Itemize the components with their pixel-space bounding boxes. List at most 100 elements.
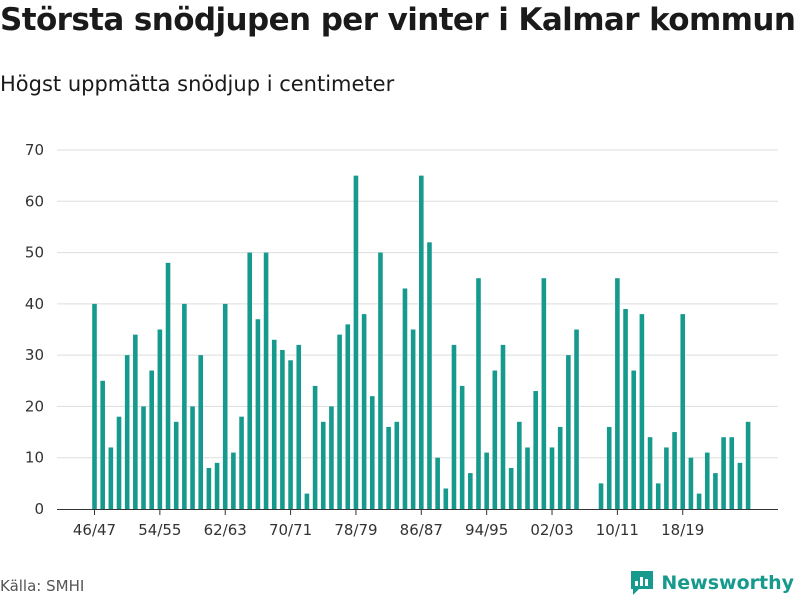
bar <box>647 437 653 509</box>
bar <box>639 314 645 509</box>
bar <box>165 262 171 509</box>
bar <box>664 447 669 509</box>
x-tick-label: 62/63 <box>204 521 247 539</box>
bar <box>443 488 449 509</box>
bar <box>517 421 522 509</box>
bar <box>729 437 735 509</box>
x-tick-label: 94/95 <box>465 521 508 539</box>
bar <box>255 319 261 509</box>
bar <box>296 344 302 509</box>
bar <box>500 344 506 509</box>
bar <box>737 462 743 509</box>
bar <box>688 457 694 509</box>
bar <box>459 385 465 509</box>
bar <box>378 252 383 509</box>
bar <box>239 416 244 509</box>
bar <box>271 339 277 509</box>
bar <box>361 314 367 509</box>
bar <box>337 334 342 509</box>
y-tick-label: 40 <box>25 295 44 313</box>
bar <box>312 385 318 509</box>
y-tick-label: 60 <box>25 192 44 210</box>
bar <box>721 437 726 509</box>
bar <box>402 288 408 509</box>
x-tick-label: 54/55 <box>138 521 181 539</box>
bar <box>124 355 130 509</box>
bar <box>247 252 253 509</box>
bar <box>468 473 473 509</box>
y-tick-label: 0 <box>34 500 44 518</box>
grid-lines <box>57 149 778 459</box>
bar <box>190 406 195 509</box>
bar <box>631 370 637 509</box>
bar <box>329 406 334 509</box>
bar <box>574 329 579 509</box>
bar <box>231 452 236 509</box>
x-tick-label: 10/11 <box>596 521 639 539</box>
bar <box>394 421 400 509</box>
brand-name: Newsworthy <box>661 572 794 594</box>
bar <box>476 278 481 509</box>
bar <box>100 380 105 509</box>
x-tick-label: 78/79 <box>334 521 377 539</box>
bar <box>492 370 498 509</box>
axes: 0 10 20 30 40 50 60 70 46/47 54/55 62/63 70/71 78/79… <box>25 141 778 539</box>
bar <box>435 457 440 509</box>
bar <box>704 452 710 509</box>
bar <box>713 473 718 509</box>
bar <box>222 303 228 509</box>
bar <box>672 432 677 509</box>
y-tick-label: 50 <box>25 244 44 262</box>
bar <box>320 421 326 509</box>
bar <box>345 324 351 509</box>
chart-subtitle: Högst uppmätta snödjup i centimeter <box>0 72 395 96</box>
bar <box>484 452 489 509</box>
bar <box>606 426 612 509</box>
newsworthy-logo-icon <box>631 571 654 595</box>
bar <box>149 370 154 509</box>
bar <box>615 278 620 509</box>
bar <box>206 467 212 509</box>
bar <box>598 483 604 509</box>
chart-title: Största snödjupen per vinter i Kalmar ko… <box>0 2 796 38</box>
bar <box>214 462 220 509</box>
bar <box>557 426 563 509</box>
source-label: Källa: SMHI <box>0 577 85 595</box>
x-tick-label: 46/47 <box>73 521 116 539</box>
bar <box>369 396 375 509</box>
bar <box>116 416 122 509</box>
bars <box>92 175 751 509</box>
bar <box>133 334 138 509</box>
bar <box>451 344 457 509</box>
brand-logo[interactable]: Newsworthy <box>629 569 794 597</box>
bar <box>745 421 751 509</box>
x-tick-label: 18/19 <box>661 521 704 539</box>
x-tick-label: 02/03 <box>530 521 573 539</box>
bar <box>108 447 114 509</box>
bar <box>549 447 555 509</box>
bar <box>280 350 285 509</box>
bar <box>304 493 310 509</box>
bar <box>157 329 163 509</box>
bar <box>525 447 530 509</box>
bar-chart: 0 10 20 30 40 50 60 70 46/47 54/55 62/63 70/71 78/79… <box>25 141 778 539</box>
x-tick-label: 70/71 <box>269 521 312 539</box>
bar <box>541 278 547 509</box>
bar <box>288 360 293 509</box>
x-tick-label: 86/87 <box>400 521 443 539</box>
bar <box>533 391 538 509</box>
bar <box>655 483 661 509</box>
bar <box>386 426 391 509</box>
y-tick-label: 10 <box>25 449 44 467</box>
bar <box>263 252 269 509</box>
y-tick-label: 70 <box>25 141 44 159</box>
bar <box>623 308 628 509</box>
bar <box>696 493 702 509</box>
bar <box>427 242 432 509</box>
bar <box>410 329 416 509</box>
bar <box>680 314 686 509</box>
bar <box>353 175 359 509</box>
y-tick-label: 20 <box>25 397 44 415</box>
bar <box>508 467 514 509</box>
bar <box>141 406 146 509</box>
